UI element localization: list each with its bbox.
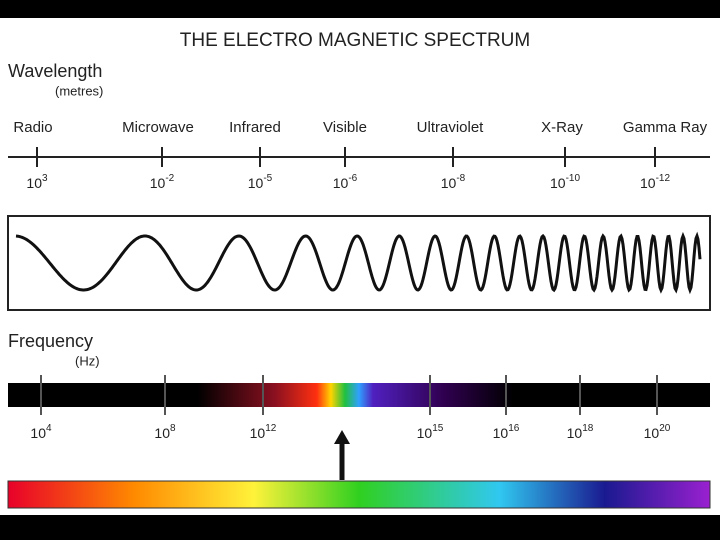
frequency-tick: 1015 <box>417 423 444 441</box>
tick-base: 10 <box>150 175 166 191</box>
band-name: Microwave <box>122 119 194 136</box>
tick-exponent: 15 <box>432 423 444 434</box>
band-name: Infrared <box>229 119 281 136</box>
tick-exponent: -5 <box>263 173 272 184</box>
tick-base: 10 <box>26 175 42 191</box>
tick-base: 10 <box>333 175 349 191</box>
tick-exponent: -10 <box>566 173 581 184</box>
band-name: X-Ray <box>541 119 583 136</box>
tick-base: 10 <box>30 425 46 441</box>
visible-spectrum <box>7 480 711 509</box>
wavelength-tick: 10-12 <box>640 173 670 191</box>
wavelength-tick: 10-5 <box>248 173 273 191</box>
band-name: Gamma Ray <box>623 119 708 136</box>
title: THE ELECTRO MAGNETIC SPECTRUM <box>180 30 530 51</box>
wave <box>15 231 702 295</box>
frequency-tick: 1012 <box>250 423 277 441</box>
tick-base: 10 <box>154 425 170 441</box>
tick-exponent: 4 <box>46 423 52 434</box>
arrow-head <box>334 430 350 444</box>
tick-exponent: -2 <box>165 173 174 184</box>
tick-exponent: 18 <box>582 423 594 434</box>
frequency-tick: 1018 <box>567 423 594 441</box>
wavelength-tick: 10-2 <box>150 173 175 191</box>
frequency-bar <box>8 383 710 407</box>
tick-base: 10 <box>640 175 656 191</box>
tick-exponent: -12 <box>656 173 671 184</box>
wavelength-tick: 103 <box>26 173 48 191</box>
band-name: Visible <box>323 119 367 136</box>
wavelength-unit: (metres) <box>55 83 103 98</box>
frequency-tick: 104 <box>30 423 52 441</box>
tick-exponent: 3 <box>42 173 48 184</box>
wavelength-tick: 10-10 <box>550 173 580 191</box>
band-name: Ultraviolet <box>417 119 485 136</box>
wavelength-tick: 10-8 <box>441 173 466 191</box>
wavelength-label: Wavelength <box>8 61 102 81</box>
tick-base: 10 <box>248 175 264 191</box>
wavelength-tick: 10-6 <box>333 173 358 191</box>
tick-exponent: 8 <box>170 423 176 434</box>
frequency-tick: 1020 <box>644 423 671 441</box>
tick-base: 10 <box>250 425 266 441</box>
band-name: Radio <box>13 119 52 136</box>
tick-base: 10 <box>550 175 566 191</box>
tick-exponent: 16 <box>508 423 520 434</box>
wave-box <box>7 215 711 311</box>
frequency-tick: 1016 <box>493 423 520 441</box>
tick-base: 10 <box>644 425 660 441</box>
frequency-unit: (Hz) <box>75 353 100 368</box>
tick-base: 10 <box>567 425 583 441</box>
tick-exponent: -6 <box>348 173 357 184</box>
tick-base: 10 <box>417 425 433 441</box>
tick-base: 10 <box>493 425 509 441</box>
tick-base: 10 <box>441 175 457 191</box>
tick-exponent: -8 <box>456 173 465 184</box>
tick-exponent: 20 <box>659 423 671 434</box>
frequency-label: Frequency <box>8 331 93 351</box>
frequency-tick: 108 <box>154 423 176 441</box>
tick-exponent: 12 <box>265 423 277 434</box>
